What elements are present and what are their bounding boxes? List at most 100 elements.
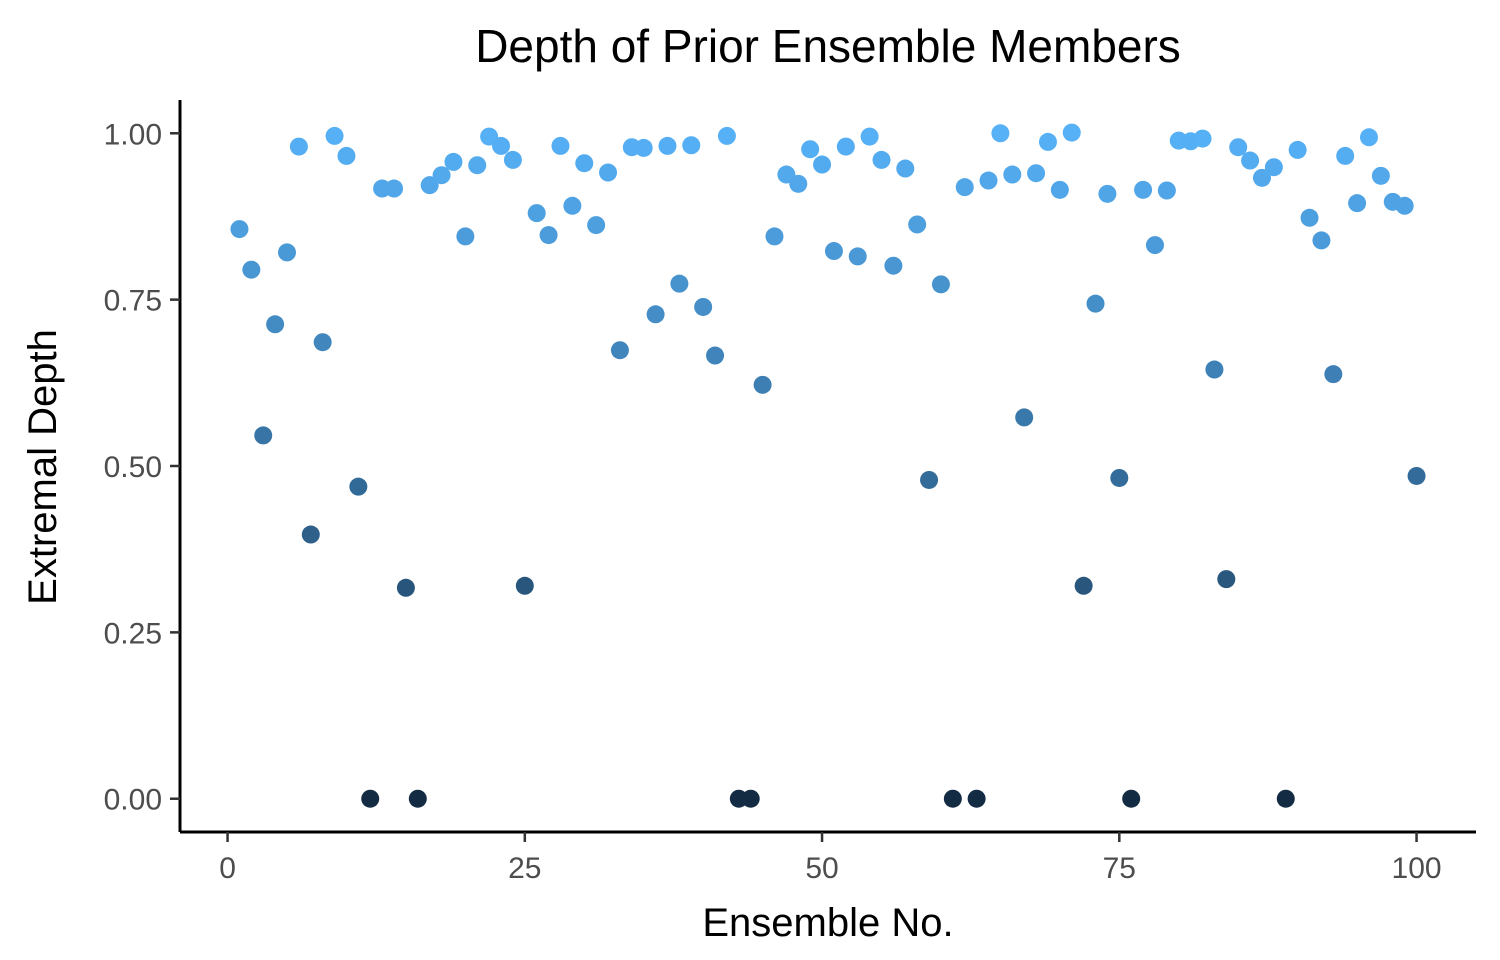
data-point (1193, 129, 1212, 148)
data-point (1252, 168, 1271, 187)
data-point (1371, 166, 1390, 185)
data-point (575, 154, 594, 173)
data-point (824, 242, 843, 261)
y-tick-label: 1.00 (104, 118, 162, 151)
data-point (1157, 181, 1176, 200)
data-point (908, 215, 927, 234)
data-point (1336, 146, 1355, 165)
data-point (563, 196, 582, 215)
data-point (1134, 180, 1153, 199)
data-point (753, 375, 772, 394)
data-point (1015, 408, 1034, 427)
data-point (361, 789, 380, 808)
data-point (1003, 165, 1022, 184)
data-point (230, 220, 249, 239)
data-point (515, 576, 534, 595)
data-point (444, 152, 463, 171)
data-point (884, 256, 903, 275)
data-point (1027, 164, 1046, 183)
data-point (813, 155, 832, 174)
data-point (396, 578, 415, 597)
x-axis-label: Ensemble No. (702, 901, 953, 945)
data-point (313, 333, 332, 352)
data-point (301, 525, 320, 544)
data-point (1038, 132, 1057, 151)
data-point (646, 305, 665, 324)
data-point (349, 477, 368, 496)
y-tick-label: 0.25 (104, 617, 162, 650)
data-point (765, 227, 784, 246)
data-point (1074, 576, 1093, 595)
data-point (1205, 360, 1224, 379)
axes: 0 25 50 75 100 0.00 0.25 0.50 0.75 1.00 (104, 100, 1476, 885)
y-tick-label: 0.00 (104, 784, 162, 817)
data-point (503, 150, 522, 169)
data-point (717, 126, 736, 145)
y-tick-label: 0.75 (104, 285, 162, 318)
data-point (1217, 570, 1236, 589)
data-point (694, 297, 713, 316)
data-point (1324, 365, 1343, 384)
x-tick-label: 0 (219, 852, 236, 885)
data-point (658, 136, 677, 155)
data-point (587, 216, 606, 235)
data-point (289, 137, 308, 156)
x-tick-label: 50 (805, 852, 838, 885)
data-point (527, 204, 546, 223)
data-point (789, 174, 808, 193)
data-point (1395, 196, 1414, 215)
data-point (456, 227, 475, 246)
data-point (741, 789, 760, 808)
data-point (1359, 128, 1378, 147)
data-point (1312, 231, 1331, 250)
data-point (254, 426, 273, 445)
data-point (420, 176, 439, 195)
data-point (1264, 158, 1283, 177)
data-point (1145, 236, 1164, 255)
data-points (230, 123, 1426, 808)
data-point (1407, 466, 1426, 485)
data-point (551, 136, 570, 155)
data-point (896, 159, 915, 178)
data-point (1288, 140, 1307, 159)
data-point (670, 274, 689, 293)
data-point (1276, 789, 1295, 808)
data-point (599, 163, 618, 182)
data-point (432, 166, 451, 185)
data-point (325, 126, 344, 145)
data-point (1300, 208, 1319, 227)
data-point (860, 127, 879, 146)
data-point (468, 156, 487, 175)
data-point (1050, 180, 1069, 199)
data-point (931, 275, 950, 294)
data-point (706, 346, 725, 365)
data-point (610, 341, 629, 360)
data-point (385, 179, 404, 198)
data-point (991, 124, 1010, 143)
data-point (492, 136, 511, 155)
data-point (967, 789, 986, 808)
data-point (1086, 294, 1105, 313)
y-tick-label: 0.50 (104, 451, 162, 484)
data-point (1098, 184, 1117, 203)
data-point (539, 226, 558, 245)
data-point (682, 136, 701, 155)
data-point (278, 243, 297, 262)
data-point (1062, 123, 1081, 142)
data-point (242, 260, 261, 279)
data-point (848, 247, 867, 266)
data-point (979, 171, 998, 190)
data-point (1110, 468, 1129, 487)
y-axis-label: Extremal Depth (21, 329, 65, 605)
data-point (1122, 789, 1141, 808)
data-point (337, 146, 356, 165)
data-point (1241, 151, 1260, 170)
x-tick-label: 100 (1392, 852, 1442, 885)
data-point (955, 178, 974, 197)
data-point (408, 789, 427, 808)
data-point (920, 470, 939, 489)
data-point (872, 150, 891, 169)
x-tick-label: 75 (1103, 852, 1136, 885)
